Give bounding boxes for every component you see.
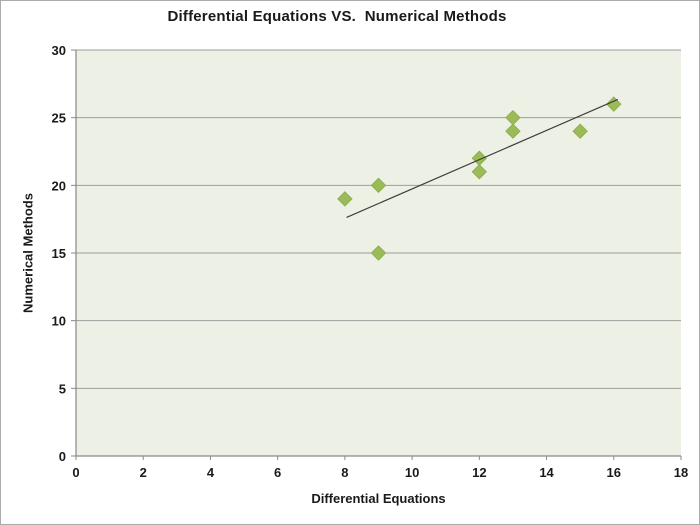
data-point-12-22 [471, 150, 488, 166]
trendline [346, 98, 619, 218]
data-point-9-20 [370, 177, 387, 194]
x-tick-label-16: 16 [607, 465, 621, 480]
y-axis-title: Numerical Methods [20, 193, 36, 313]
x-tick-label-2: 2 [140, 465, 147, 480]
data-point-12-21 [471, 164, 488, 180]
data-point-8-19 [337, 191, 353, 207]
x-tick-label-18: 18 [674, 465, 688, 480]
y-tick-label-25: 25 [52, 111, 66, 126]
x-tick-label-4: 4 [207, 465, 215, 480]
data-point-13-25 [505, 109, 521, 126]
y-tick-label-5: 5 [59, 381, 66, 396]
data-point-9-15 [370, 245, 387, 261]
y-tick-label-15: 15 [52, 246, 66, 261]
y-tick-label-10: 10 [52, 314, 66, 329]
y-tick-label-0: 0 [59, 449, 66, 464]
data-point-13-24 [505, 123, 521, 139]
y-tick-label-30: 30 [52, 43, 66, 58]
chart-title: Differential Equations VS. Numerical Met… [167, 8, 507, 25]
x-tick-label-0: 0 [72, 465, 79, 480]
data-point-16-26 [606, 96, 622, 112]
x-tick-label-12: 12 [472, 465, 486, 480]
data-point-15-24 [572, 123, 588, 139]
x-tick-label-14: 14 [539, 465, 554, 480]
x-tick-label-6: 6 [274, 465, 281, 480]
y-tick-label-20: 20 [52, 178, 66, 193]
x-tick-label-8: 8 [341, 465, 348, 480]
x-axis-title: Differential Equations [311, 491, 446, 506]
x-tick-label-10: 10 [405, 465, 419, 480]
